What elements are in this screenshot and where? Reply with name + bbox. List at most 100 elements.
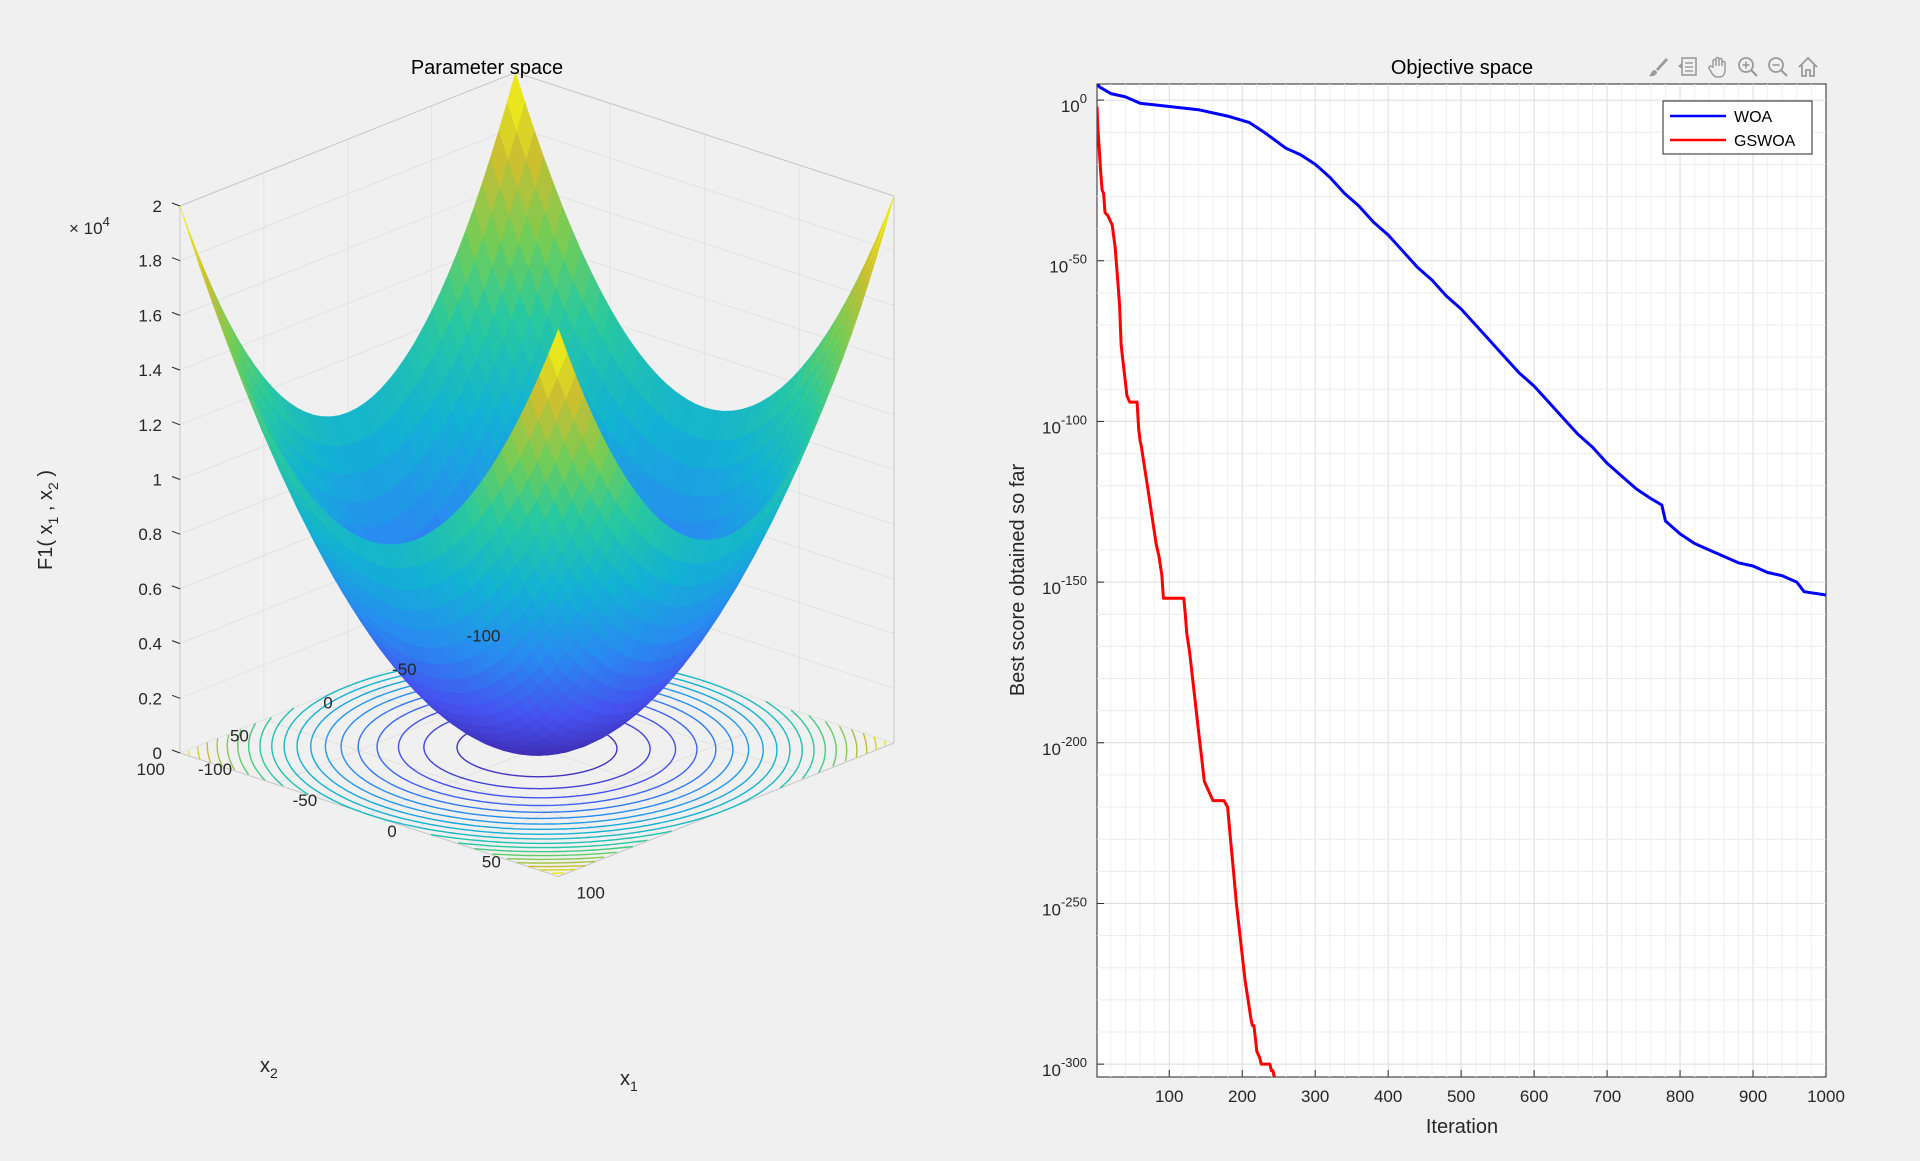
x2-tick-label: 50 bbox=[230, 727, 249, 746]
y-tick-label: 100 bbox=[1061, 91, 1087, 116]
objective-space-axes: 100 200 300 400 500 600 700 800 900 1000 100 10-50 1… bbox=[1007, 57, 1845, 1138]
z-tick-mark bbox=[171, 749, 181, 754]
z-axis-label: F1( x1 , x2 ) bbox=[35, 470, 61, 570]
surface-patch bbox=[866, 219, 885, 272]
z-tick-label: 0.2 bbox=[138, 689, 162, 708]
y-tick-label: 10-250 bbox=[1042, 894, 1087, 919]
contour-line bbox=[340, 676, 734, 820]
z-tick-label: 0.8 bbox=[138, 525, 162, 544]
x2-tick-label: 100 bbox=[137, 760, 165, 779]
legend-label-woa: WOA bbox=[1734, 109, 1773, 126]
z-tick-label: 1.8 bbox=[138, 252, 162, 271]
x2-tick-label: -100 bbox=[466, 627, 500, 646]
x-tick-label: 400 bbox=[1374, 1087, 1402, 1106]
contour-line bbox=[862, 732, 868, 754]
x-tick-label: 500 bbox=[1447, 1087, 1475, 1106]
grid-lines bbox=[1097, 84, 1826, 1077]
x1-tick-label: 50 bbox=[482, 853, 501, 872]
z-tick-mark bbox=[171, 257, 181, 262]
z-tick-label: 0 bbox=[153, 744, 162, 763]
x-tick-label: 100 bbox=[1155, 1087, 1183, 1106]
y-tick-label: 10-150 bbox=[1042, 573, 1087, 598]
z-tick-label: 1.2 bbox=[138, 416, 162, 435]
tick-labels: 100 200 300 400 500 600 700 800 900 1000 100 10-50 1… bbox=[1042, 91, 1845, 1106]
zoom-in-icon[interactable] bbox=[1734, 53, 1762, 81]
contour-line bbox=[474, 845, 634, 853]
contour-line bbox=[283, 656, 791, 840]
x2-tick-label: 0 bbox=[323, 693, 332, 712]
contour-line bbox=[808, 715, 826, 774]
legend-label-gswoa: GSWOA bbox=[1734, 133, 1796, 150]
contour-line bbox=[324, 671, 750, 825]
series-lines bbox=[1097, 84, 1826, 1077]
x1-axis-label: x1 bbox=[620, 1068, 638, 1094]
contour-line bbox=[458, 839, 648, 849]
y-axis-label: Best score obtained so far bbox=[1007, 463, 1029, 696]
z-tick-mark bbox=[171, 311, 181, 316]
contour-line bbox=[539, 868, 576, 871]
z-tick-label: 2 bbox=[153, 197, 162, 216]
series-line-woa bbox=[1097, 84, 1826, 597]
z-exponent-label: × 104 bbox=[69, 214, 110, 238]
contour-line bbox=[397, 697, 677, 799]
x2-tick-label: -50 bbox=[392, 660, 417, 679]
z-tick-label: 1 bbox=[153, 471, 162, 490]
x-tick-label: 800 bbox=[1666, 1087, 1694, 1106]
z-tick-mark bbox=[171, 202, 181, 207]
contour-line bbox=[506, 856, 604, 861]
x-tick-label: 300 bbox=[1301, 1087, 1329, 1106]
contour-line bbox=[765, 700, 803, 789]
x-tick-label: 700 bbox=[1593, 1087, 1621, 1106]
contour-line bbox=[850, 729, 858, 758]
surface-patch bbox=[204, 271, 224, 322]
z-tick-mark bbox=[171, 694, 181, 699]
surface-title: Parameter space bbox=[411, 57, 563, 79]
axes-box-edge bbox=[179, 72, 516, 207]
x-tick-label: 1000 bbox=[1807, 1087, 1845, 1106]
x-axis-label: Iteration bbox=[1426, 1116, 1498, 1138]
pan-hand-icon[interactable] bbox=[1704, 53, 1732, 81]
y-tick-label: 10-50 bbox=[1049, 252, 1087, 277]
contour-line bbox=[271, 707, 309, 796]
z-tick-mark bbox=[171, 366, 181, 371]
x1-tick-label: 0 bbox=[387, 822, 396, 841]
data-tips-icon[interactable] bbox=[1674, 53, 1702, 81]
contour-line bbox=[247, 722, 266, 781]
contour-line bbox=[226, 734, 236, 771]
z-tick-mark bbox=[171, 585, 181, 590]
contour-line bbox=[873, 736, 877, 750]
objective-title: Objective space bbox=[1391, 57, 1533, 79]
z-tick-label: 0.6 bbox=[138, 580, 162, 599]
contour-line bbox=[216, 738, 224, 767]
parameter-space-axes: 0 0.2 0.4 0.6 0.8 1 1.2 1.4 1.6 1.8 2 100 50 0 -50 -100… bbox=[35, 57, 895, 1094]
brush-icon[interactable] bbox=[1644, 53, 1672, 81]
contour-line bbox=[430, 830, 672, 845]
y-tick-label: 10-100 bbox=[1042, 412, 1087, 437]
contour-line bbox=[492, 851, 617, 857]
contour-line bbox=[376, 689, 698, 807]
x-tick-label: 900 bbox=[1739, 1087, 1767, 1106]
z-tick-label: 0.4 bbox=[138, 635, 162, 654]
y-tick-label: 10-300 bbox=[1042, 1055, 1087, 1080]
z-tick-mark bbox=[171, 476, 181, 480]
x-tick-label: 600 bbox=[1520, 1087, 1548, 1106]
zoom-out-icon[interactable] bbox=[1764, 53, 1792, 81]
contour-line bbox=[197, 746, 201, 760]
contour-line bbox=[838, 725, 848, 762]
contour-line bbox=[528, 864, 586, 868]
contour-line bbox=[259, 717, 284, 787]
x1-tick-label: -100 bbox=[198, 760, 232, 779]
contour-line bbox=[237, 729, 250, 775]
contour-line bbox=[188, 750, 191, 756]
x-tick-label: 200 bbox=[1228, 1087, 1256, 1106]
home-icon[interactable] bbox=[1794, 53, 1822, 81]
surface-mesh bbox=[179, 71, 895, 756]
z-tick-mark bbox=[171, 640, 181, 645]
x1-tick-label: -50 bbox=[293, 791, 318, 810]
contour-line bbox=[517, 860, 596, 864]
legend[interactable]: WOA GSWOA bbox=[1662, 100, 1813, 155]
surface-patch bbox=[548, 328, 568, 378]
contour-line bbox=[296, 661, 778, 835]
x2-axis-label: x2 bbox=[260, 1055, 278, 1081]
